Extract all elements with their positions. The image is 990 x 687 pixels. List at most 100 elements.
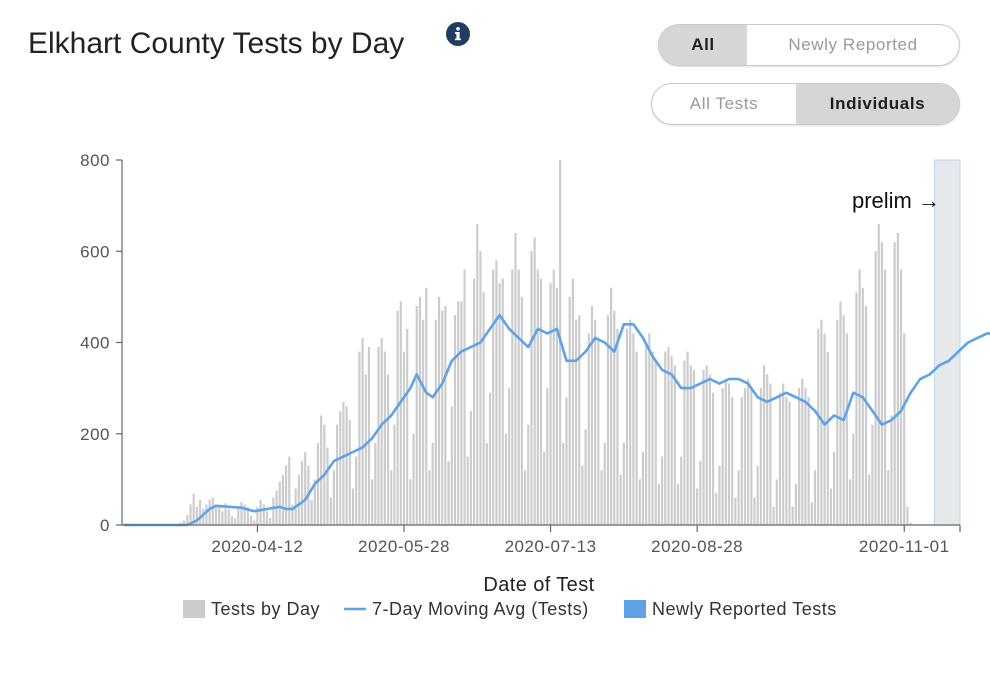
bar-tests-by-day[interactable]: [383, 351, 386, 525]
bar-tests-by-day[interactable]: [536, 269, 539, 526]
bar-tests-by-day[interactable]: [205, 504, 208, 525]
bar-tests-by-day[interactable]: [415, 306, 418, 525]
bar-tests-by-day[interactable]: [530, 251, 533, 525]
bar-tests-by-day[interactable]: [625, 328, 629, 525]
bar-tests-by-day[interactable]: [807, 397, 810, 525]
bar-tests-by-day[interactable]: [508, 388, 511, 525]
bar-tests-by-day[interactable]: [861, 287, 864, 525]
bar-tests-by-day[interactable]: [358, 351, 361, 525]
bar-tests-by-day[interactable]: [313, 479, 316, 525]
bar-tests-by-day[interactable]: [418, 296, 422, 525]
bar-tests-by-day[interactable]: [390, 470, 393, 525]
bar-tests-by-day[interactable]: [613, 310, 616, 525]
bar-tests-by-day[interactable]: [699, 461, 702, 525]
bar-tests-by-day[interactable]: [823, 333, 826, 525]
bar-tests-by-day[interactable]: [893, 242, 896, 525]
bar-tests-by-day[interactable]: [479, 251, 482, 525]
bar-tests-by-day[interactable]: [753, 497, 756, 525]
bar-tests-by-day[interactable]: [300, 461, 304, 525]
bar-tests-by-day[interactable]: [820, 319, 823, 525]
bar-tests-by-day[interactable]: [485, 442, 488, 525]
bar-tests-by-day[interactable]: [562, 442, 565, 525]
bar-tests-by-day[interactable]: [721, 388, 724, 525]
bar-tests-by-day[interactable]: [202, 509, 205, 525]
bar-tests-by-day[interactable]: [316, 442, 320, 525]
bar-tests-by-day[interactable]: [683, 360, 686, 525]
bar-tests-by-day[interactable]: [833, 452, 836, 525]
bar-tests-by-day[interactable]: [871, 424, 874, 525]
bar-tests-by-day[interactable]: [660, 456, 664, 525]
bar-tests-by-day[interactable]: [281, 474, 284, 525]
bar-tests-by-day[interactable]: [310, 499, 313, 525]
toggle-all-tests-button[interactable]: All Tests: [689, 94, 759, 113]
bar-tests-by-day[interactable]: [272, 497, 275, 525]
bar-tests-by-day[interactable]: [648, 333, 651, 525]
bar-tests-by-day[interactable]: [192, 493, 195, 525]
bar-tests-by-day[interactable]: [246, 506, 249, 525]
bar-tests-by-day[interactable]: [785, 397, 788, 525]
bar-tests-by-day[interactable]: [208, 499, 211, 525]
bar-tests-by-day[interactable]: [568, 296, 571, 525]
bar-tests-by-day[interactable]: [476, 223, 479, 525]
bar-tests-by-day[interactable]: [186, 514, 189, 525]
bar-tests-by-day[interactable]: [810, 502, 813, 525]
bar-tests-by-day[interactable]: [705, 365, 708, 525]
bar-tests-by-day[interactable]: [734, 497, 737, 525]
bar-tests-by-day[interactable]: [332, 470, 335, 525]
bar-tests-by-day[interactable]: [367, 347, 371, 525]
bar-tests-by-day[interactable]: [581, 465, 584, 525]
bar-tests-by-day[interactable]: [514, 233, 517, 525]
bar-tests-by-day[interactable]: [689, 365, 692, 525]
bar-tests-by-day[interactable]: [224, 503, 227, 525]
bar-tests-by-day[interactable]: [750, 388, 753, 525]
bar-tests-by-day[interactable]: [629, 319, 632, 525]
bar-tests-by-day[interactable]: [641, 452, 645, 525]
bar-tests-by-day[interactable]: [345, 406, 348, 525]
bar-tests-by-day[interactable]: [527, 424, 530, 525]
bar-tests-by-day[interactable]: [903, 333, 906, 525]
bar-tests-by-day[interactable]: [565, 397, 568, 525]
bar-tests-by-day[interactable]: [549, 283, 552, 525]
bar-tests-by-day[interactable]: [778, 392, 782, 525]
bar-tests-by-day[interactable]: [801, 379, 804, 525]
bar-tests-by-day[interactable]: [533, 237, 536, 525]
bar-tests-by-day[interactable]: [782, 383, 785, 525]
bar-tests-by-day[interactable]: [670, 356, 673, 525]
bar-tests-by-day[interactable]: [253, 520, 256, 525]
bar-tests-by-day[interactable]: [673, 365, 676, 525]
bar-tests-by-day[interactable]: [692, 369, 696, 525]
toggle-all-button[interactable]: All: [659, 25, 747, 65]
bar-tests-by-day[interactable]: [495, 260, 498, 525]
bar-tests-by-day[interactable]: [731, 397, 734, 525]
bar-tests-by-day[interactable]: [868, 474, 871, 525]
bar-tests-by-day[interactable]: [852, 433, 855, 525]
bar-tests-by-day[interactable]: [361, 337, 364, 525]
moving-average-line[interactable]: [123, 313, 990, 527]
bar-tests-by-day[interactable]: [686, 351, 689, 525]
bar-tests-by-day[interactable]: [441, 310, 444, 525]
bar-tests-by-day[interactable]: [708, 374, 711, 525]
bar-tests-by-day[interactable]: [469, 410, 472, 525]
bar-tests-by-day[interactable]: [348, 420, 351, 525]
bar-tests-by-day[interactable]: [584, 429, 587, 525]
bar-tests-by-day[interactable]: [880, 242, 884, 525]
bar-tests-by-day[interactable]: [766, 374, 769, 525]
bar-tests-by-day[interactable]: [288, 456, 291, 525]
bar-tests-by-day[interactable]: [227, 509, 230, 525]
bar-tests-by-day[interactable]: [380, 337, 383, 525]
bar-tests-by-day[interactable]: [619, 474, 622, 525]
bar-tests-by-day[interactable]: [654, 360, 657, 525]
bar-tests-by-day[interactable]: [702, 369, 705, 525]
bar-tests-by-day[interactable]: [437, 296, 441, 525]
bar-tests-by-day[interactable]: [466, 456, 469, 525]
bar-tests-by-day[interactable]: [492, 269, 495, 526]
bar-tests-by-day[interactable]: [428, 470, 431, 525]
bar-tests-by-day[interactable]: [393, 424, 396, 525]
bar-tests-by-day[interactable]: [727, 383, 731, 525]
bar-tests-by-day[interactable]: [431, 442, 434, 525]
bar-tests-by-day[interactable]: [355, 456, 358, 525]
bar-tests-by-day[interactable]: [409, 479, 412, 525]
bar-tests-by-day[interactable]: [718, 465, 721, 525]
bar-tests-by-day[interactable]: [890, 415, 893, 526]
bar-tests-by-day[interactable]: [772, 506, 775, 525]
